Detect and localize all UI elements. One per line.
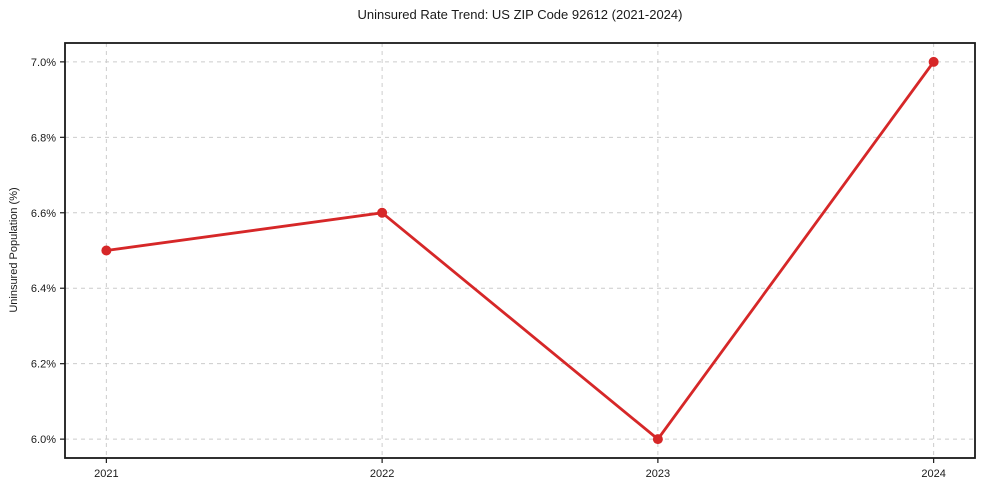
y-tick-label: 6.8%: [31, 132, 56, 144]
chart-title: Uninsured Rate Trend: US ZIP Code 92612 …: [357, 7, 683, 22]
x-tick-label: 2021: [94, 468, 118, 480]
y-tick-label: 6.0%: [31, 434, 56, 446]
plot-border: [64, 42, 976, 459]
data-point-2023: [652, 434, 663, 445]
x-tick-label: 2024: [921, 468, 945, 480]
x-tick-label: 2022: [370, 468, 394, 480]
x-tick-label: 2023: [646, 468, 670, 480]
y-tick-label: 6.4%: [31, 283, 56, 295]
data-point-2024: [928, 56, 939, 67]
y-tick-label: 7.0%: [31, 57, 56, 69]
data-point-2022: [377, 207, 388, 218]
data-point-2021: [101, 245, 112, 256]
y-tick-label: 6.2%: [31, 359, 56, 371]
y-tick-label: 6.6%: [31, 208, 56, 220]
y-axis-label: Uninsured Population (%): [8, 187, 20, 313]
trend-line: [104, 60, 936, 441]
